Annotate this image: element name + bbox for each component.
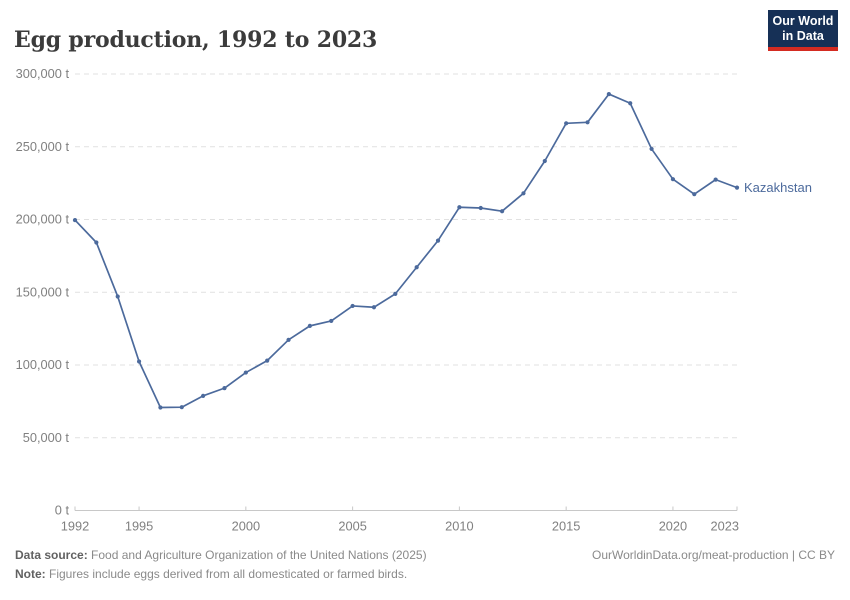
- data-point: [585, 120, 590, 125]
- data-point: [350, 303, 355, 309]
- note-line: Note: Figures include eggs derived from …: [15, 565, 427, 584]
- x-tick-label: 2005: [338, 519, 366, 534]
- owid-logo-line2: in Data: [782, 29, 824, 43]
- y-tick-label: 150,000 t: [16, 284, 70, 299]
- y-tick-label: 250,000 t: [16, 139, 70, 154]
- owid-logo: Our World in Data: [768, 10, 838, 51]
- y-tick-label: 0 t: [55, 503, 70, 518]
- data-point: [179, 405, 184, 410]
- data-point: [649, 146, 654, 152]
- note-label: Note:: [15, 567, 46, 581]
- data-point: [286, 337, 291, 342]
- note-text: Figures include eggs derived from all do…: [45, 567, 408, 581]
- x-tick-label: 2010: [445, 519, 473, 534]
- footer-credit: OurWorldinData.org/meat-production | CC …: [592, 548, 835, 562]
- y-tick-label: 200,000 t: [16, 212, 70, 227]
- data-point: [457, 205, 462, 210]
- data-point: [115, 294, 120, 299]
- chart-footer: Data source: Food and Agriculture Organi…: [15, 546, 835, 584]
- data-point: [136, 359, 142, 364]
- y-tick-label: 300,000 t: [16, 66, 70, 81]
- data-point: [435, 238, 441, 243]
- data-point: [606, 91, 611, 97]
- data-source-line: Data source: Food and Agriculture Organi…: [15, 546, 427, 565]
- data-point: [499, 209, 505, 214]
- y-tick-label: 100,000 t: [16, 357, 70, 372]
- data-source-text: Food and Agriculture Organization of the…: [87, 548, 427, 562]
- x-tick-label: 1992: [61, 519, 89, 534]
- data-point: [329, 318, 334, 324]
- series-line: [74, 93, 738, 409]
- series-entity-label: Kazakhstan: [744, 180, 812, 195]
- data-point: [521, 191, 526, 196]
- data-point: [243, 370, 248, 375]
- line-chart-plot: 0 t 50,000 t 100,000 t 150,000 t 200,000 t 25…: [16, 66, 812, 534]
- data-point: [478, 205, 483, 211]
- data-point: [564, 121, 569, 126]
- footer-source-note: Data source: Food and Agriculture Organi…: [15, 546, 427, 584]
- data-point: [201, 393, 206, 398]
- data-point: [158, 405, 163, 410]
- data-point: [371, 305, 377, 310]
- x-tick-label: 2015: [552, 519, 580, 534]
- data-point: [94, 240, 99, 245]
- data-point: [734, 185, 740, 190]
- y-tick-label: 50,000 t: [23, 430, 70, 445]
- data-point: [265, 358, 270, 363]
- data-point: [692, 192, 697, 197]
- data-source-label: Data source:: [15, 548, 88, 562]
- data-point: [414, 265, 419, 270]
- data-point: [713, 177, 718, 182]
- chart-title: Egg production, 1992 to 2023: [14, 26, 378, 53]
- x-tick-label: 2000: [232, 519, 260, 534]
- owid-logo-line1: Our World: [772, 14, 834, 28]
- x-tick-label: 1995: [125, 519, 153, 534]
- data-point: [393, 291, 398, 296]
- x-tick-label: 2023: [711, 519, 739, 534]
- data-point: [307, 323, 313, 328]
- data-point: [542, 158, 547, 164]
- data-point: [670, 177, 676, 182]
- data-point: [222, 386, 227, 391]
- data-point: [628, 101, 633, 106]
- data-point: [72, 217, 78, 223]
- x-tick-label: 2020: [659, 519, 687, 534]
